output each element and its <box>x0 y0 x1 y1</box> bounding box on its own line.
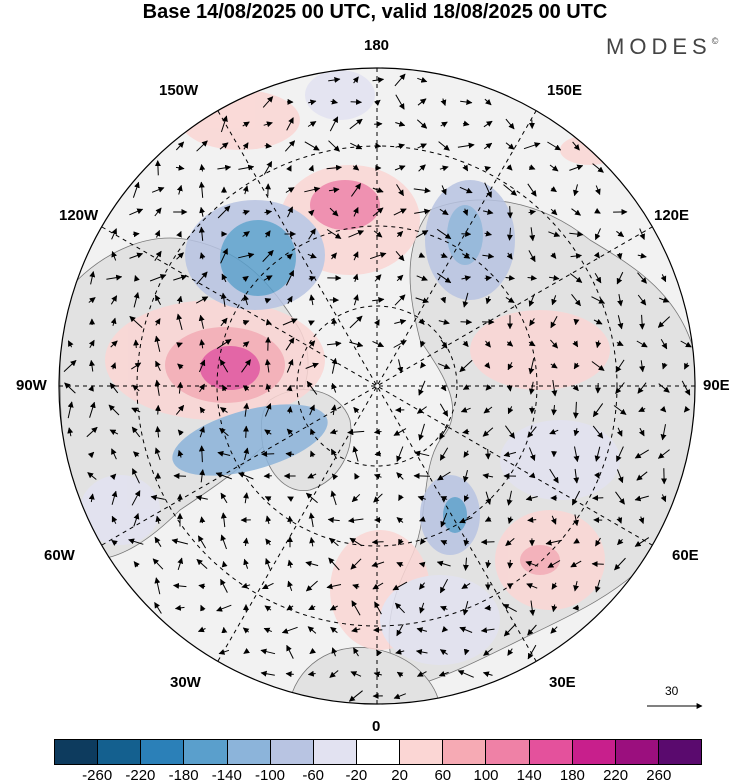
negative-anomaly <box>305 70 375 120</box>
negative-anomaly <box>443 497 467 533</box>
wind-vector <box>334 318 335 325</box>
wind-vector <box>372 542 383 543</box>
negative-anomaly <box>500 420 620 500</box>
positive-anomaly <box>520 545 560 575</box>
lon-label-120e: 120E <box>654 207 689 224</box>
wind-vector <box>158 161 159 176</box>
lon-label-90w: 90W <box>16 377 47 394</box>
wind-vector <box>174 476 186 477</box>
lon-label-30e: 30E <box>549 674 576 691</box>
wind-vector <box>461 322 472 323</box>
colorbar-swatch <box>55 740 98 764</box>
colorbar-swatch <box>228 740 271 764</box>
wind-vector <box>136 340 137 348</box>
colorbar-swatch <box>271 740 314 764</box>
colorbar-swatch <box>400 740 443 764</box>
lon-label-90e: 90E <box>703 377 730 394</box>
wind-vector <box>488 449 489 459</box>
colorbar-swatch <box>616 740 659 764</box>
negative-anomaly <box>380 575 500 665</box>
colorbar-swatch <box>141 740 184 764</box>
wind-vector <box>224 628 225 633</box>
lon-label-180: 180 <box>364 37 389 54</box>
wind-vector <box>246 426 247 438</box>
colorbar <box>54 739 702 765</box>
colorbar-swatch <box>486 740 529 764</box>
positive-anomaly <box>200 346 260 390</box>
wind-vector <box>485 608 491 609</box>
lon-label-150w: 150W <box>159 82 198 99</box>
wind-vector <box>510 206 511 218</box>
colorbar-swatch <box>184 740 227 764</box>
positive-anomaly <box>310 180 380 230</box>
lon-label-0: 0 <box>372 718 380 735</box>
wind-vector <box>158 406 159 415</box>
lon-label-120w: 120W <box>59 207 98 224</box>
colorbar-swatch <box>314 740 357 764</box>
lon-label-150e: 150E <box>547 82 582 99</box>
colorbar-swatch <box>98 740 141 764</box>
colorbar-tick-label: 260 <box>634 767 684 784</box>
colorbar-swatch <box>357 740 400 764</box>
wind-vector <box>573 608 579 609</box>
colorbar-swatch <box>659 740 701 764</box>
reference-vector-label: 30 <box>665 684 678 698</box>
colorbar-swatch <box>443 740 486 764</box>
lon-label-60e: 60E <box>672 547 699 564</box>
wind-vector <box>351 102 362 103</box>
colorbar-swatch <box>530 740 573 764</box>
lon-label-60w: 60W <box>44 547 75 564</box>
negative-anomaly <box>220 220 296 296</box>
colorbar-swatch <box>573 740 616 764</box>
lon-label-30w: 30W <box>170 674 201 691</box>
negative-anomaly <box>80 475 160 545</box>
